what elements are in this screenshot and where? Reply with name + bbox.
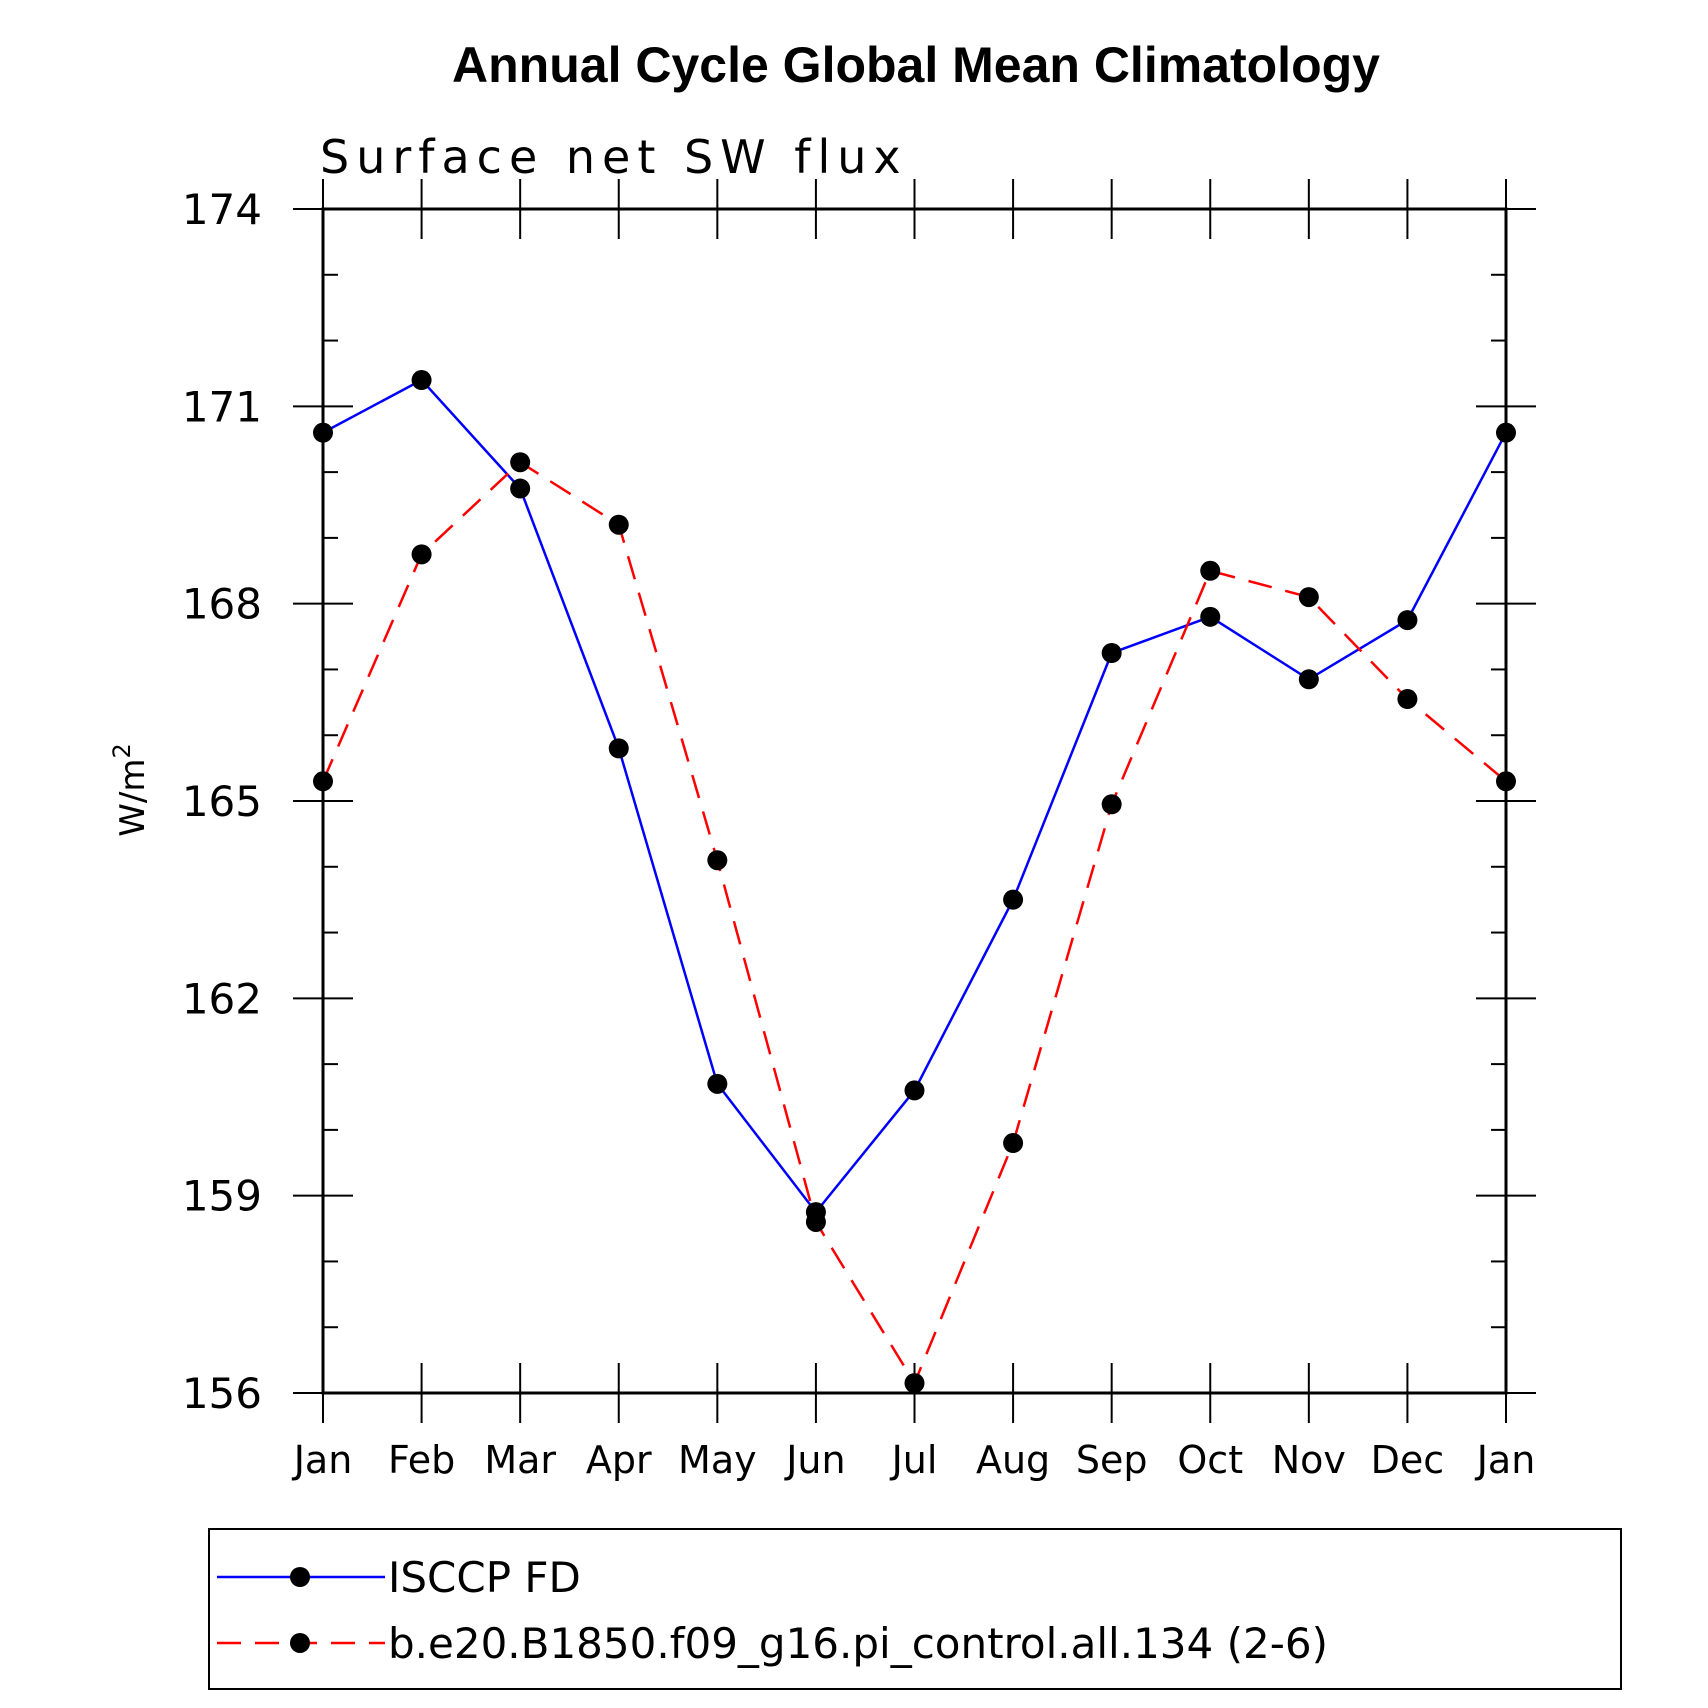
series-2-point	[608, 514, 629, 535]
x-tick-label: Feb	[388, 1438, 455, 1482]
series-1-point	[1298, 669, 1319, 690]
series-markers	[313, 370, 1516, 1394]
x-tick-label: Sep	[1076, 1438, 1148, 1482]
y-tick-label: 162	[182, 974, 262, 1023]
series-1-point	[313, 422, 333, 443]
y-tick-label: 168	[182, 580, 262, 629]
y-tick-label: 156	[182, 1369, 262, 1418]
x-tick-label: Mar	[484, 1438, 556, 1482]
x-tick-label: Jun	[784, 1438, 845, 1482]
series-2-point	[510, 452, 531, 473]
series-1-point	[904, 1080, 925, 1101]
series-1-point	[1397, 610, 1418, 631]
x-tick-label: Nov	[1272, 1438, 1346, 1482]
series-2-point	[707, 850, 728, 871]
legend-swatch-marker-1	[290, 1567, 310, 1587]
y-axis-label: W/m2	[108, 743, 153, 836]
series-2-point	[805, 1211, 826, 1232]
x-axis-ticks: Jan Feb Mar Apr May Jun Jul Aug Sep Oct Nov Dec Jan	[292, 179, 1536, 1482]
series-2-point	[904, 1373, 925, 1394]
x-tick-label: Aug	[976, 1438, 1050, 1482]
x-tick-label: May	[678, 1438, 757, 1482]
x-tick-label: Oct	[1177, 1438, 1243, 1482]
legend-box	[208, 1528, 1622, 1690]
series-2-point	[1496, 771, 1516, 792]
legend-label-1: ISCCP FD	[388, 1553, 581, 1602]
y-tick-label: 174	[182, 185, 262, 234]
series-2-point	[1298, 587, 1319, 608]
legend-label-2: b.e20.B1850.f09_g16.pi_control.all.134 (…	[388, 1619, 1328, 1668]
series-2-point	[1003, 1133, 1024, 1154]
x-tick-label: Jul	[890, 1438, 938, 1482]
chart-title: Annual Cycle Global Mean Climatology	[452, 37, 1380, 93]
series-2-point	[313, 771, 333, 792]
series-1-point	[1003, 889, 1024, 910]
series-1-point	[608, 738, 629, 759]
series-1-point	[1101, 643, 1122, 663]
x-tick-label: Apr	[586, 1438, 652, 1482]
x-tick-label: Jan	[1475, 1438, 1536, 1482]
y-axis-label-unit: W/m	[113, 759, 153, 837]
y-tick-label: 165	[182, 777, 262, 826]
legend: ISCCP FD b.e20.B1850.f09_g16.pi_control.a…	[208, 1528, 1622, 1690]
series-1-point	[411, 370, 432, 391]
legend-entries: ISCCP FD b.e20.B1850.f09_g16.pi_control.a…	[217, 1553, 1328, 1668]
series-2-point	[1397, 689, 1418, 710]
series-2-point	[411, 544, 432, 565]
series-2-point	[1200, 560, 1221, 581]
series-1-point	[1496, 422, 1516, 443]
chart-subtitle: Surface net SW flux	[320, 130, 908, 184]
series-1-point	[707, 1073, 728, 1094]
x-tick-label: Jan	[292, 1438, 353, 1482]
y-axis-label-superscript: 2	[108, 743, 136, 758]
series-2-point	[1101, 794, 1122, 815]
legend-swatch-marker-2	[290, 1633, 310, 1653]
series-1-point	[1200, 606, 1221, 627]
series-1-point	[510, 478, 531, 499]
y-tick-label: 171	[182, 382, 262, 431]
x-tick-label: Dec	[1371, 1438, 1445, 1482]
y-tick-label: 159	[182, 1172, 262, 1221]
y-axis-ticks: 156 159 162 165 168 171 174	[182, 185, 1536, 1418]
